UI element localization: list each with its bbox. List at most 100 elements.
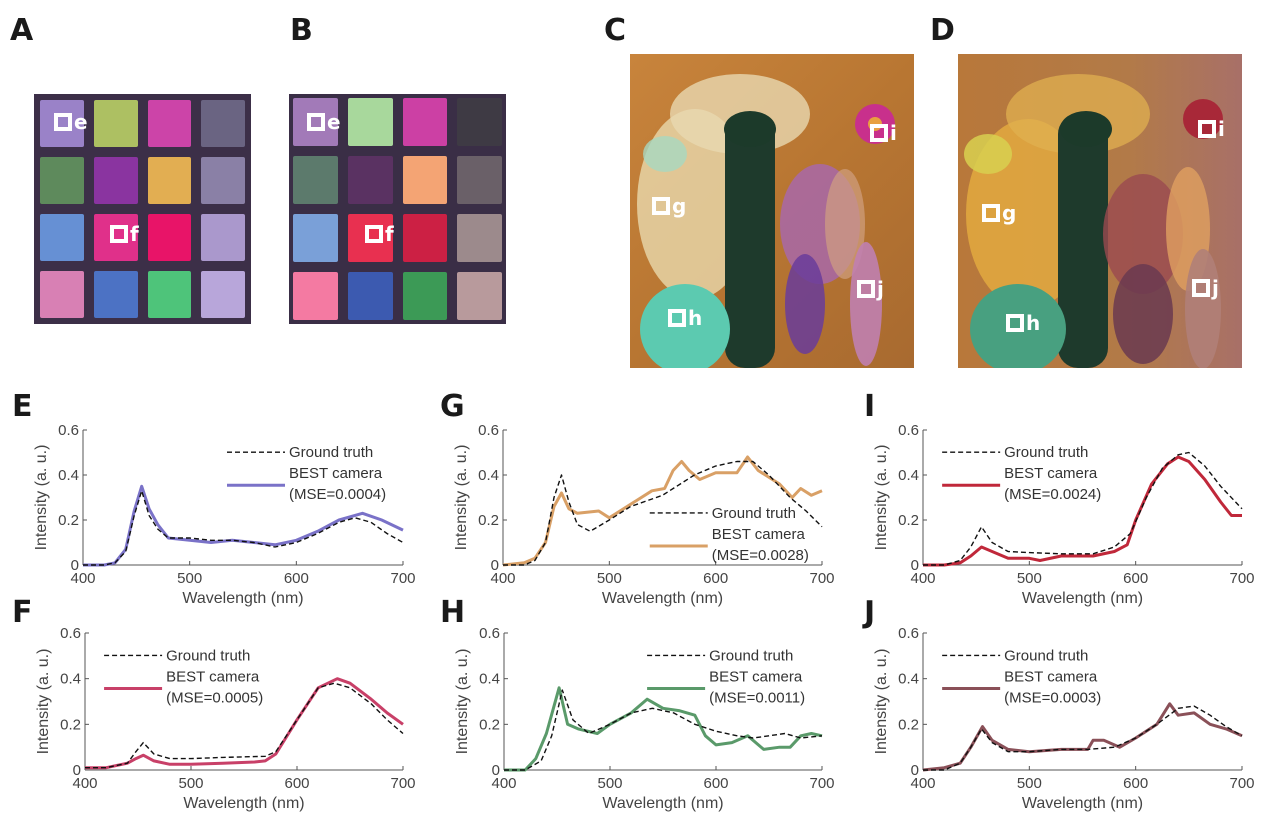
color-patch <box>147 271 192 318</box>
sample-marker-i: i <box>1198 119 1225 139</box>
ground-truth-line <box>504 689 823 771</box>
bouquet-reference-image: g h i j <box>630 54 914 368</box>
color-patch <box>293 98 338 146</box>
y-tick-label: 0.6 <box>898 422 919 439</box>
legend-ground-truth-label: Ground truth <box>1004 647 1088 664</box>
marker-label: i <box>1218 117 1225 141</box>
sample-region-icon <box>1198 120 1216 138</box>
y-tick-label: 0.2 <box>478 512 499 529</box>
sample-region-icon <box>870 124 888 142</box>
ground-truth-line <box>923 451 1243 566</box>
color-patch <box>293 272 338 320</box>
x-tick-label: 700 <box>809 570 834 587</box>
best-camera-line <box>504 686 823 772</box>
legend-mse-label: (MSE=0.0011) <box>709 689 805 706</box>
legend-best-camera-label: BEST camera <box>289 465 383 482</box>
spectrum-chart-h: 0 0.2 0.4 0.6 400 500 600 700 Wavelength (nm) Int… <box>454 625 835 812</box>
y-tick-label: 0 <box>73 762 81 779</box>
y-tick-label: 0.6 <box>479 625 500 642</box>
legend-best-camera-label: BEST camera <box>712 526 806 543</box>
panel-label-h: H <box>440 595 466 630</box>
x-tick-label: 700 <box>1229 775 1254 792</box>
color-patch <box>457 98 502 146</box>
spectrum-chart-j: 0 0.2 0.4 0.6 400 500 600 700 Wavelength (nm) Int… <box>873 625 1255 812</box>
color-patch <box>93 157 138 204</box>
y-tick-label: 0 <box>492 762 500 779</box>
x-axis-label: Wavelength (nm) <box>1022 590 1143 607</box>
x-axis-label: Wavelength (nm) <box>602 795 723 812</box>
sample-region-icon <box>982 204 1000 222</box>
legend-best-camera-label: BEST camera <box>166 668 260 685</box>
legend-mse-label: (MSE=0.0005) <box>166 689 263 706</box>
spectrum-chart-f: 0 0.2 0.4 0.6 400 500 600 700 Wavelength (nm) Int… <box>35 625 416 812</box>
color-patch <box>201 100 245 147</box>
x-tick-label: 400 <box>910 775 935 792</box>
color-patch <box>347 272 393 320</box>
panel-label-d: D <box>930 13 955 48</box>
marker-label: j <box>1212 276 1219 300</box>
ground-truth-line <box>923 705 1243 771</box>
axes: 0 0.2 0.4 0.6 400 500 600 700 <box>478 422 834 587</box>
color-patch-grid <box>40 100 245 318</box>
marker-label: f <box>130 222 139 246</box>
x-axis-label: Wavelength (nm) <box>602 590 723 607</box>
legend-best-camera-label: BEST camera <box>1004 668 1098 685</box>
y-axis-label: Intensity (a. u.) <box>35 649 52 755</box>
y-tick-label: 0.4 <box>898 671 919 688</box>
color-checker-reference-image: e f <box>34 94 251 324</box>
color-patch-grid <box>293 98 502 320</box>
x-tick-label: 400 <box>72 775 97 792</box>
marker-label: g <box>672 194 687 218</box>
y-axis-label: Intensity (a. u.) <box>453 445 470 551</box>
color-patch <box>402 272 448 320</box>
x-axis-label: Wavelength (nm) <box>182 590 303 607</box>
sample-marker-f: f <box>365 224 394 244</box>
ground-truth-line <box>85 682 404 769</box>
sample-marker-j: j <box>857 279 884 299</box>
best-camera-line <box>85 677 404 770</box>
marker-label: e <box>327 110 341 134</box>
y-tick-label: 0 <box>71 557 79 574</box>
sample-marker-h: h <box>668 308 702 328</box>
x-tick-label: 500 <box>178 775 203 792</box>
color-patch <box>402 98 448 146</box>
x-tick-label: 400 <box>491 775 516 792</box>
color-patch <box>40 100 84 147</box>
x-tick-label: 500 <box>597 570 622 587</box>
y-tick-label: 0 <box>911 557 919 574</box>
color-checker-reconstruction-image: e f <box>289 94 506 324</box>
color-patch <box>347 98 393 146</box>
sample-marker-j: j <box>1192 278 1219 298</box>
y-tick-label: 0.6 <box>58 422 79 439</box>
legend: Ground truth BEST camera (MSE=0.0003) <box>942 647 1101 706</box>
legend-mse-label: (MSE=0.0003) <box>1004 689 1101 706</box>
y-tick-label: 0.4 <box>898 467 919 484</box>
legend-best-camera-label: BEST camera <box>709 668 803 685</box>
x-tick-label: 600 <box>284 775 309 792</box>
x-axis-label: Wavelength (nm) <box>1022 795 1143 812</box>
x-tick-label: 700 <box>1229 570 1254 587</box>
panel-label-i: I <box>864 389 876 424</box>
legend-ground-truth-label: Ground truth <box>709 647 793 664</box>
spectrum-chart-e: 0 0.2 0.4 0.6 400 500 600 700 Wavelength (nm) Int… <box>33 422 416 607</box>
y-tick-label: 0.4 <box>479 671 500 688</box>
spectrum-chart-i: 0 0.2 0.4 0.6 400 500 600 700 Wavelength (nm) Int… <box>873 422 1255 607</box>
marker-label: h <box>1026 311 1041 335</box>
sample-region-icon <box>668 309 686 327</box>
y-tick-label: 0.2 <box>479 716 500 733</box>
color-patch <box>93 271 138 318</box>
color-patch <box>402 214 448 262</box>
sample-region-icon <box>1192 279 1210 297</box>
y-tick-label: 0 <box>911 762 919 779</box>
axes: 0 0.2 0.4 0.6 400 500 600 700 <box>898 422 1254 587</box>
y-tick-label: 0.4 <box>60 671 81 688</box>
x-tick-label: 400 <box>70 570 95 587</box>
color-patch <box>347 156 393 204</box>
x-tick-label: 600 <box>1123 775 1148 792</box>
sample-region-icon <box>857 280 875 298</box>
panel-label-e: E <box>12 389 33 424</box>
panel-label-j: J <box>864 595 876 630</box>
y-axis-label: Intensity (a. u.) <box>33 445 50 551</box>
color-patch <box>402 156 448 204</box>
best-camera-line <box>923 455 1242 567</box>
